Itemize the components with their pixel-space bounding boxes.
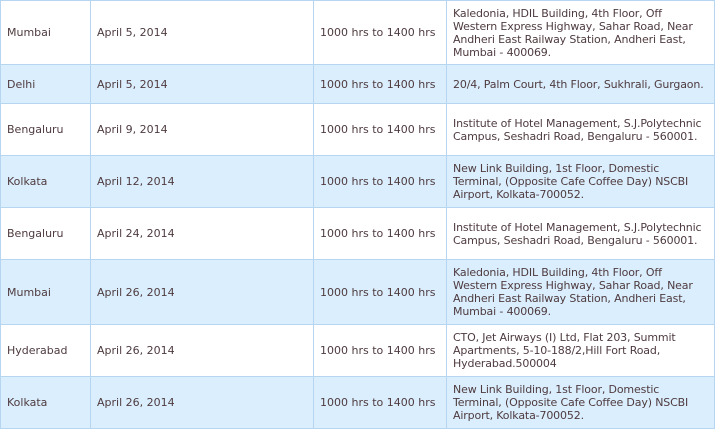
table-row: Hyderabad April 26, 2014 1000 hrs to 1400 … [0,324,715,377]
address-cell: Institute of Hotel Management, S.J.Polyt… [446,207,715,260]
table-row: Bengaluru April 24, 2014 1000 hrs to 1400 … [0,207,715,260]
date-cell: April 5, 2014 [90,64,314,104]
time-cell: 1000 hrs to 1400 hrs [313,0,447,65]
table-row: Mumbai April 5, 2014 1000 hrs to 1400 hrs K… [0,0,715,65]
city-cell: Kolkata [0,376,91,429]
table-row: Kolkata April 12, 2014 1000 hrs to 1400 hr… [0,155,715,208]
time-cell: 1000 hrs to 1400 hrs [313,376,447,429]
city-cell: Kolkata [0,155,91,208]
time-cell: 1000 hrs to 1400 hrs [313,103,447,156]
date-cell: April 9, 2014 [90,103,314,156]
table-row: Mumbai April 26, 2014 1000 hrs to 1400 hrs… [0,259,715,325]
time-cell: 1000 hrs to 1400 hrs [313,155,447,208]
address-cell: Kaledonia, HDIL Building, 4th Floor, Off… [446,259,715,325]
time-cell: 1000 hrs to 1400 hrs [313,207,447,260]
address-cell: CTO, Jet Airways (I) Ltd, Flat 203, Summ… [446,324,715,377]
date-cell: April 26, 2014 [90,259,314,325]
address-cell: New Link Building, 1st Floor, Domestic T… [446,376,715,429]
address-cell: Kaledonia, HDIL Building, 4th Floor, Off… [446,0,715,65]
address-cell: New Link Building, 1st Floor, Domestic T… [446,155,715,208]
table-row: Delhi April 5, 2014 1000 hrs to 1400 hrs 20… [0,64,715,104]
city-cell: Mumbai [0,259,91,325]
city-cell: Bengaluru [0,103,91,156]
table-row: Bengaluru April 9, 2014 1000 hrs to 1400 h… [0,103,715,156]
table-row: Kolkata April 26, 2014 1000 hrs to 1400 hr… [0,376,715,429]
city-cell: Hyderabad [0,324,91,377]
address-cell: Institute of Hotel Management, S.J.Polyt… [446,103,715,156]
date-cell: April 5, 2014 [90,0,314,65]
time-cell: 1000 hrs to 1400 hrs [313,64,447,104]
date-cell: April 26, 2014 [90,324,314,377]
time-cell: 1000 hrs to 1400 hrs [313,324,447,377]
city-cell: Mumbai [0,0,91,65]
time-cell: 1000 hrs to 1400 hrs [313,259,447,325]
date-cell: April 26, 2014 [90,376,314,429]
date-cell: April 12, 2014 [90,155,314,208]
address-cell: 20/4, Palm Court, 4th Floor, Sukhrali, G… [446,64,715,104]
date-cell: April 24, 2014 [90,207,314,260]
city-cell: Delhi [0,64,91,104]
city-cell: Bengaluru [0,207,91,260]
